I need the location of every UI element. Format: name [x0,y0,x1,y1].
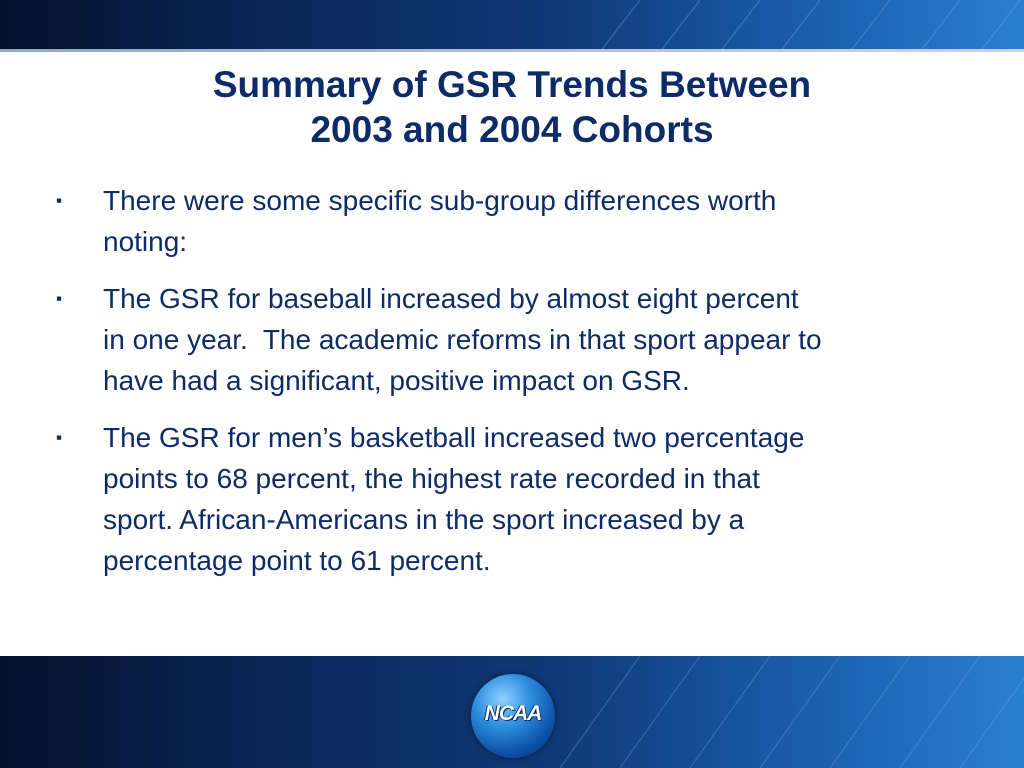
ncaa-logo: NCAA [471,674,555,758]
bullet-text-line: The GSR for baseball increased by almost… [103,283,799,314]
bullet-text-line: There were some specific sub-group diffe… [103,185,777,216]
bullet-text-line: sport. African-Americans in the sport in… [103,504,745,535]
ncaa-logo-text: NCAA [484,702,543,725]
bullet-item: ▪ The GSR for baseball increased by almo… [52,278,992,401]
title-line-2: 2003 and 2004 Cohorts [310,109,714,150]
bullet-text-line: points to 68 percent, the highest rate r… [103,463,760,494]
bullet-text-line: noting: [103,226,188,257]
bullet-list: ▪ There were some specific sub-group dif… [52,180,992,597]
bullet-text-line: have had a significant, positive impact … [103,365,690,396]
title-line-1: Summary of GSR Trends Between [212,64,812,105]
top-banner [0,0,1024,52]
bullet-text-line: percentage point to 61 percent. [103,545,491,576]
banner-streaks [599,0,1021,52]
bullet-text-line: in one year. The academic reforms in tha… [103,324,822,355]
bullet-marker: ▪ [56,289,63,308]
bullet-item: ▪ There were some specific sub-group dif… [52,180,992,262]
slide-title: Summary of GSR Trends Between 2003 and 2… [0,62,1024,152]
banner-streaks [559,656,1024,768]
bullet-text-line: The GSR for men’s basketball increased t… [103,422,805,453]
bullet-marker: ▪ [56,191,63,210]
bullet-marker: ▪ [56,428,63,447]
bullet-item: ▪ The GSR for men’s basketball increased… [52,417,992,581]
